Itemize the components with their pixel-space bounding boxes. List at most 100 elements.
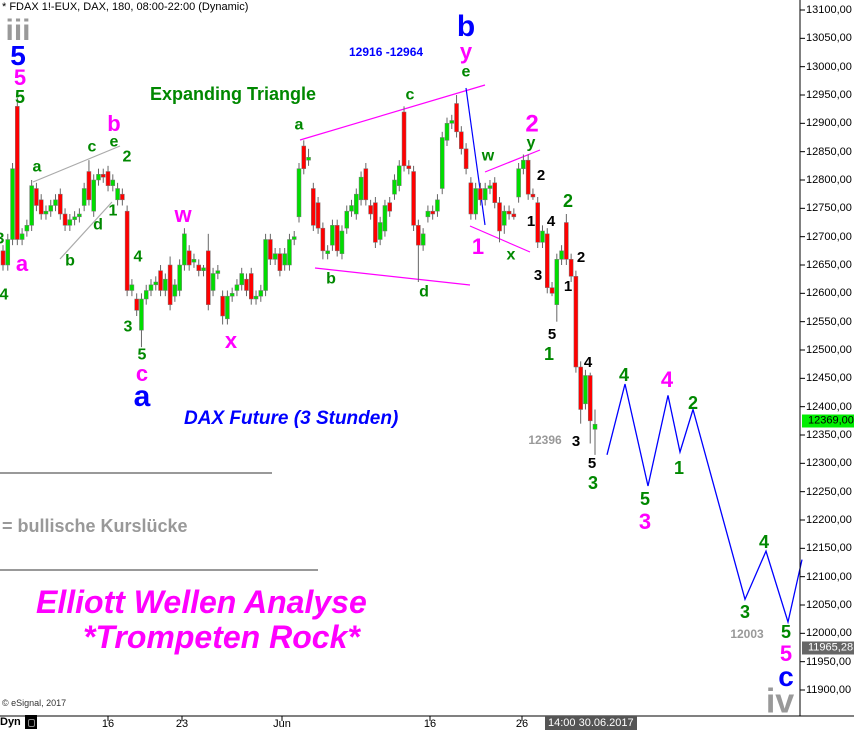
candle-body xyxy=(420,233,426,246)
marker-price-tag: 11965,28 xyxy=(802,641,854,654)
candle-body xyxy=(120,193,125,201)
candle-body xyxy=(516,168,521,198)
y-tick-label: 12100,00 xyxy=(806,570,852,583)
headline-1: Elliott Wellen Analyse xyxy=(36,584,367,620)
trend-line xyxy=(32,145,121,183)
candle-body xyxy=(29,185,34,226)
wave-label: 3 xyxy=(638,509,652,535)
candle-body xyxy=(463,148,469,169)
candle-body xyxy=(549,287,555,294)
y-tick-label: 12000,00 xyxy=(806,627,852,640)
candle-body xyxy=(521,159,526,169)
dynamic-mode-label[interactable]: Dyn xyxy=(0,716,21,728)
wave-label: a xyxy=(32,158,42,176)
candle-body xyxy=(24,225,30,232)
range-label: 12916 -12964 xyxy=(349,45,424,59)
candle-body xyxy=(38,199,44,215)
wave-label: d xyxy=(419,283,429,301)
wave-label: 4 xyxy=(0,286,9,304)
x-tick-label: 16 xyxy=(101,718,115,730)
candle-body xyxy=(334,225,340,252)
candle-body xyxy=(573,276,579,368)
wave-label: 1 xyxy=(526,213,536,230)
candle-body xyxy=(239,273,244,286)
wave-label: d xyxy=(93,216,103,234)
candle-body xyxy=(478,188,483,201)
candle-body xyxy=(377,222,383,240)
headline-2: *Trompeten Rock* xyxy=(83,619,360,655)
wave-label: 3 xyxy=(587,472,599,493)
y-tick-label: 12800,00 xyxy=(806,174,852,186)
candle-body xyxy=(330,225,335,246)
wave-label: 5 xyxy=(10,39,26,71)
wave-label: w xyxy=(174,202,192,228)
candles xyxy=(0,95,598,455)
candle-body xyxy=(306,157,311,161)
wave-label: e xyxy=(109,133,119,151)
candle-body xyxy=(19,233,25,240)
wave-label: 2 xyxy=(562,190,574,211)
candle-body xyxy=(110,179,116,186)
wave-label: 1 xyxy=(108,202,118,220)
wave-label: c xyxy=(87,138,97,156)
candle-body xyxy=(91,179,96,212)
candle-body xyxy=(48,205,53,212)
lock-icon[interactable] xyxy=(25,715,37,729)
candle-body xyxy=(368,205,373,215)
candle-body xyxy=(406,165,412,169)
candle-body xyxy=(315,202,321,229)
candle-body xyxy=(459,131,464,150)
candle-body xyxy=(72,216,77,220)
wave-label: 3 xyxy=(0,231,4,247)
y-tick-label: 12400,00 xyxy=(806,400,852,413)
candle-body xyxy=(115,188,120,201)
candle-body xyxy=(358,176,364,201)
candle-body xyxy=(540,230,545,243)
y-tick-label: 12200,00 xyxy=(806,514,852,526)
wave-label: 4 xyxy=(660,367,674,393)
x-tick-label: 26 xyxy=(515,718,529,730)
x-tick-label: 23 xyxy=(175,718,189,730)
y-tick-label: 12300,00 xyxy=(806,457,852,470)
candle-body xyxy=(229,293,235,297)
y-tick-label: 12650,00 xyxy=(806,259,852,271)
wave-label: a xyxy=(15,251,29,277)
y-tick-label: 12150,00 xyxy=(806,542,852,555)
candle-body xyxy=(411,171,416,226)
trend-line xyxy=(59,201,113,260)
candle-body xyxy=(382,205,388,232)
candle-body xyxy=(430,210,435,215)
y-tick-label: 13000,00 xyxy=(806,60,852,73)
y-tick-label: 12750,00 xyxy=(806,202,852,215)
last-price-tag: 12369,00 xyxy=(802,414,854,428)
candle-body xyxy=(225,295,230,320)
wave-label: x xyxy=(506,246,516,264)
candle-body xyxy=(587,375,593,422)
y-tick-label: 11950,00 xyxy=(806,655,852,668)
wave-label: 5 xyxy=(547,326,557,343)
candle-body xyxy=(139,298,144,331)
wave-label: a xyxy=(133,380,151,413)
wave-label: 3 xyxy=(123,318,133,336)
candle-body xyxy=(468,182,474,215)
candle-body xyxy=(268,239,273,260)
candle-body xyxy=(43,210,49,215)
candle-body xyxy=(124,210,130,291)
wave-label: c xyxy=(405,86,415,104)
candle-body xyxy=(172,284,178,297)
candle-body xyxy=(311,188,316,226)
candle-body xyxy=(253,295,259,300)
trend-line xyxy=(465,87,486,226)
wave-label: w xyxy=(481,147,495,165)
candle-body xyxy=(287,239,292,266)
y-tick-label: 12450,00 xyxy=(806,372,852,385)
wave-label: iii xyxy=(5,14,31,47)
candle-body xyxy=(339,230,345,254)
wave-label: b xyxy=(326,270,336,288)
wave-label: c xyxy=(135,361,149,387)
wave-label: 12396 xyxy=(528,433,562,448)
candle-body xyxy=(86,171,92,201)
wave-label: a xyxy=(294,116,304,134)
candle-body xyxy=(497,202,502,232)
